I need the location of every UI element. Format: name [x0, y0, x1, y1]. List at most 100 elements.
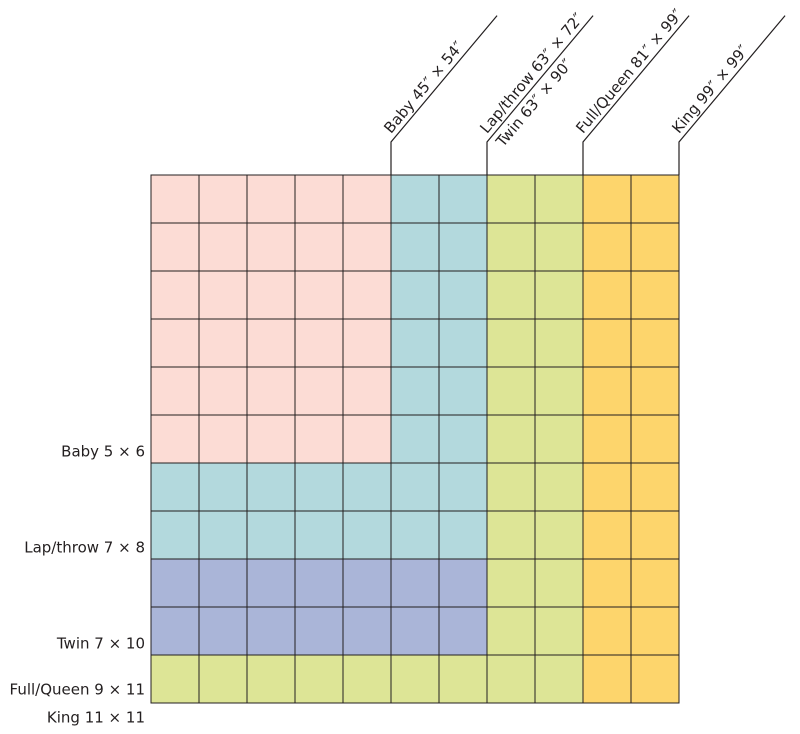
quilt-block [198, 270, 248, 320]
quilt-block [390, 174, 440, 224]
leader-line [582, 15, 690, 175]
quilt-block [294, 606, 344, 656]
quilt-block [294, 414, 344, 464]
quilt-block [582, 462, 632, 512]
quilt-block [390, 558, 440, 608]
quilt-block [342, 606, 392, 656]
quilt-block [582, 510, 632, 560]
quilt-block [486, 510, 536, 560]
quilt-block [438, 318, 488, 368]
quilt-block [246, 606, 296, 656]
quilt-block [486, 414, 536, 464]
dimension-label: King 99″ × 99″ [668, 41, 752, 137]
quilt-block [630, 174, 680, 224]
quilt-block [342, 318, 392, 368]
quilt-block [534, 174, 584, 224]
quilt-block [390, 222, 440, 272]
leader-line [486, 15, 594, 175]
quilt-block [486, 318, 536, 368]
quilt-block [438, 366, 488, 416]
quilt-block [582, 654, 632, 704]
quilt-block [534, 462, 584, 512]
quilt-block [342, 414, 392, 464]
quilt-block [582, 558, 632, 608]
quilt-block [342, 174, 392, 224]
quilt-block [198, 366, 248, 416]
quilt-block [198, 462, 248, 512]
quilt-block [342, 510, 392, 560]
quilt-block [198, 414, 248, 464]
quilt-block [150, 174, 200, 224]
quilt-block [534, 366, 584, 416]
quilt-block [534, 414, 584, 464]
quilt-block [294, 462, 344, 512]
quilt-block [390, 462, 440, 512]
quilt-block [246, 270, 296, 320]
quilt-block [198, 174, 248, 224]
quilt-block [294, 366, 344, 416]
quilt-block [534, 606, 584, 656]
quilt-block [342, 222, 392, 272]
quilt-block [246, 654, 296, 704]
quilt-block [150, 654, 200, 704]
quilt-block [582, 318, 632, 368]
quilt-block [630, 414, 680, 464]
size-label: Twin 7 × 10 [56, 635, 145, 653]
quilt-block [150, 462, 200, 512]
size-label: Lap/throw 7 × 8 [24, 539, 145, 557]
quilt-block [390, 606, 440, 656]
quilt-block [534, 654, 584, 704]
quilt-block [294, 222, 344, 272]
leader-line [678, 15, 786, 175]
quilt-block [150, 606, 200, 656]
quilt-block [294, 558, 344, 608]
quilt-block [438, 174, 488, 224]
quilt-block [246, 462, 296, 512]
size-label: King 11 × 11 [47, 709, 145, 727]
quilt-grid [150, 174, 680, 704]
quilt-block [198, 222, 248, 272]
quilt-block [342, 366, 392, 416]
quilt-block [486, 462, 536, 512]
quilt-block [582, 174, 632, 224]
quilt-block [198, 510, 248, 560]
quilt-block [150, 318, 200, 368]
quilt-block [630, 510, 680, 560]
quilt-block [486, 654, 536, 704]
quilt-block [150, 366, 200, 416]
quilt-block [630, 654, 680, 704]
quilt-block [438, 558, 488, 608]
quilt-block [486, 606, 536, 656]
quilt-block [390, 366, 440, 416]
quilt-block [438, 462, 488, 512]
quilt-block [294, 270, 344, 320]
quilt-block [438, 654, 488, 704]
dimension-label: Baby 45″ × 54″ [380, 37, 467, 136]
quilt-block [438, 222, 488, 272]
quilt-block [582, 366, 632, 416]
quilt-block [630, 462, 680, 512]
quilt-block [198, 318, 248, 368]
quilt-block [342, 654, 392, 704]
quilt-block [582, 606, 632, 656]
quilt-block [582, 222, 632, 272]
quilt-block [486, 558, 536, 608]
quilt-block [630, 558, 680, 608]
quilt-block [150, 558, 200, 608]
quilt-block [294, 174, 344, 224]
dimension-label: Full/Queen 81″ × 99″ [572, 5, 686, 137]
leader-line [390, 15, 498, 175]
quilt-block [534, 318, 584, 368]
quilt-block [198, 606, 248, 656]
quilt-block [294, 510, 344, 560]
quilt-block [534, 558, 584, 608]
quilt-block [486, 174, 536, 224]
quilt-block [342, 270, 392, 320]
quilt-block [390, 510, 440, 560]
quilt-block [630, 270, 680, 320]
quilt-block [486, 366, 536, 416]
quilt-block [582, 270, 632, 320]
quilt-block [246, 222, 296, 272]
